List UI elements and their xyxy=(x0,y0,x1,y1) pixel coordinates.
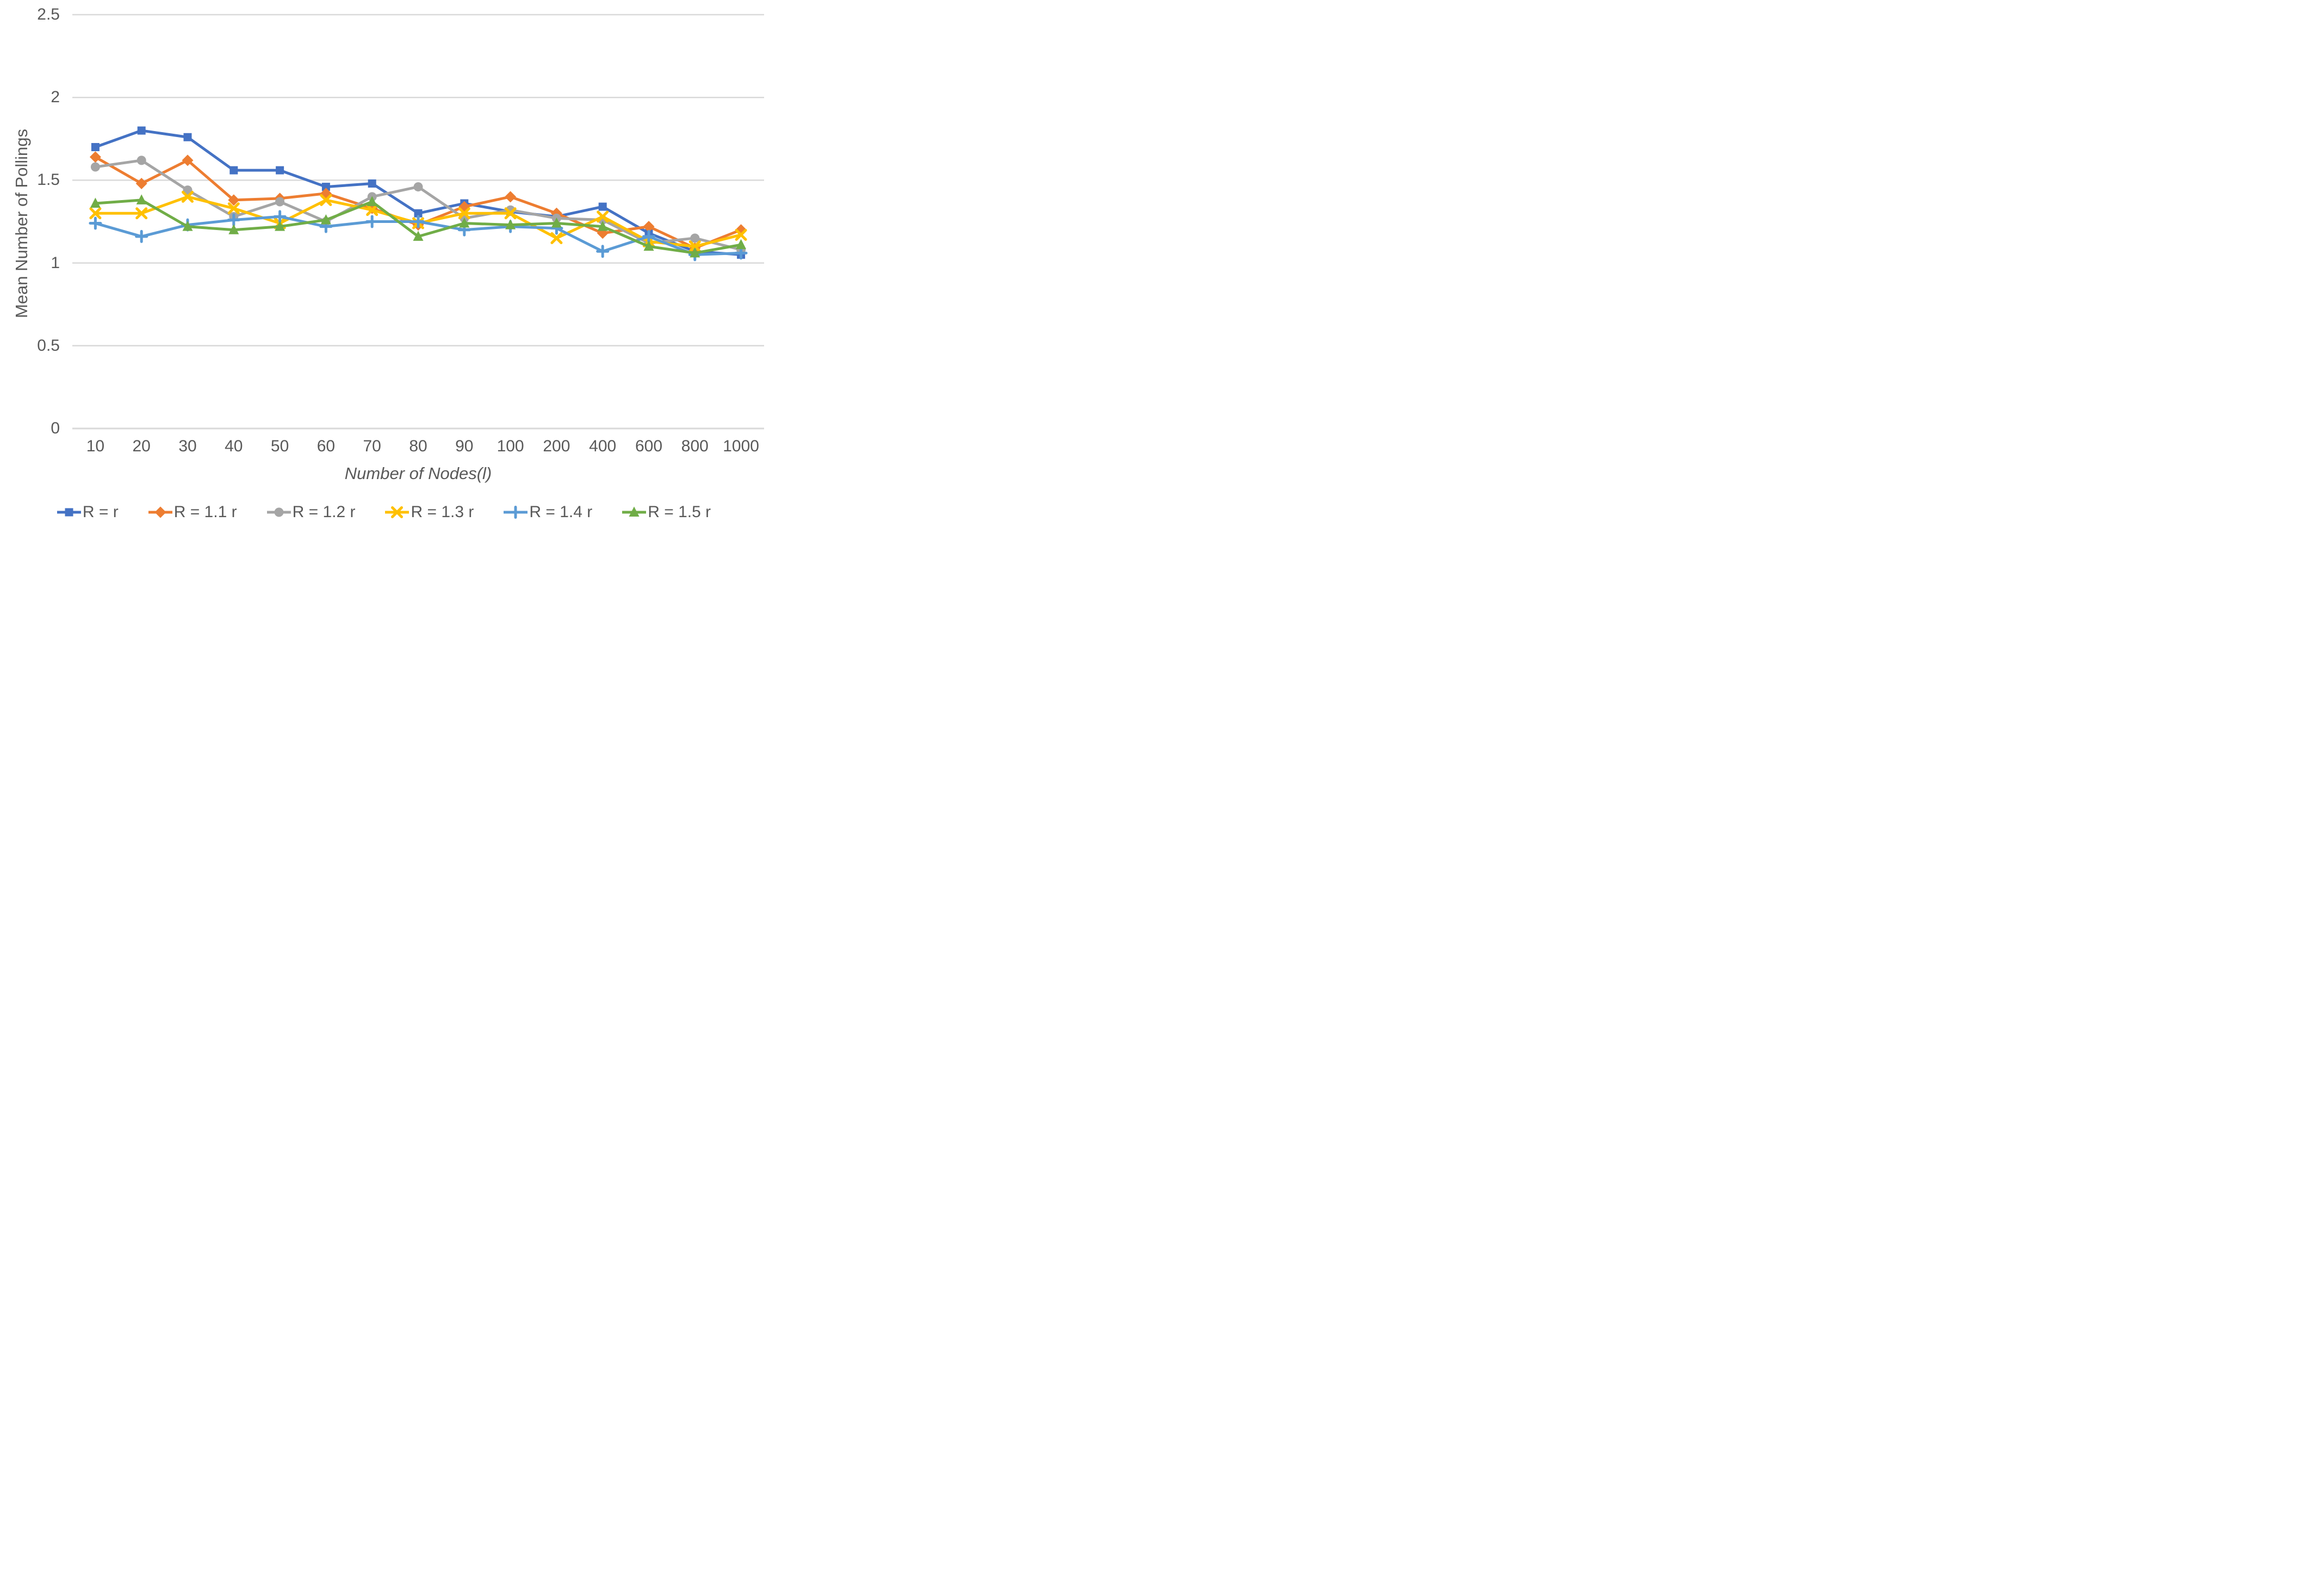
diamond-marker xyxy=(643,221,655,233)
x-tick-label: 200 xyxy=(543,437,570,455)
triangle-marker xyxy=(690,247,700,258)
legend-marker-circle xyxy=(266,507,291,517)
diamond-marker xyxy=(154,506,166,518)
triangle-marker xyxy=(367,196,377,206)
square-marker xyxy=(414,209,423,218)
x-marker xyxy=(735,228,747,241)
diamond-marker xyxy=(182,154,194,166)
triangle-marker xyxy=(597,221,608,231)
triangle-marker xyxy=(736,239,747,250)
line-chart: 0 0.5 1 1.5 2 2.5 10 20 30 40 50 60 70 80 90 100 200 400… xyxy=(0,0,767,532)
x-tick-label: 10 xyxy=(86,437,105,455)
legend: R = r R = 1.1 r R = 1.2 r R = 1.3 r R = 1.4 … xyxy=(0,503,767,521)
x-marker xyxy=(504,207,517,220)
square-marker xyxy=(137,126,146,135)
triangle-marker xyxy=(228,224,239,234)
diamond-marker xyxy=(89,151,101,163)
circle-marker xyxy=(275,197,285,207)
x-marker xyxy=(688,240,701,253)
legend-item: R = r xyxy=(57,503,119,521)
square-marker xyxy=(229,166,238,175)
square-marker xyxy=(91,143,100,152)
legend-item: R = 1.4 r xyxy=(503,503,592,521)
y-tick-label: 2 xyxy=(51,88,60,107)
y-tick-label: 0 xyxy=(51,419,60,437)
series-6 xyxy=(90,194,747,258)
legend-item: R = 1.2 r xyxy=(266,503,356,521)
x-marker xyxy=(135,207,148,220)
x-marker xyxy=(550,232,563,244)
triangle-marker xyxy=(136,194,147,204)
x-tick-label: 50 xyxy=(270,437,289,455)
square-marker xyxy=(276,166,284,175)
legend-item: R = 1.3 r xyxy=(384,503,474,521)
legend-marker-diamond xyxy=(148,506,172,518)
legend-item: R = 1.1 r xyxy=(148,503,237,521)
y-tick-label: 0.5 xyxy=(37,336,60,355)
square-marker xyxy=(65,508,73,517)
x-tick-label: 30 xyxy=(178,437,197,455)
square-marker xyxy=(183,133,192,141)
x-marker xyxy=(227,202,240,215)
x-tick-label: 60 xyxy=(317,437,336,455)
y-tick-label: 1 xyxy=(51,253,60,272)
triangle-marker xyxy=(275,221,286,231)
square-marker xyxy=(368,179,376,188)
legend-label: R = 1.4 r xyxy=(529,503,593,521)
x-axis-title: Number of Nodes(l) xyxy=(344,464,492,483)
y-axis-title: Mean Number of Pollings xyxy=(12,128,31,319)
triangle-marker xyxy=(459,218,470,228)
legend-marker-x xyxy=(385,506,409,518)
triangle-marker xyxy=(629,506,640,517)
x-tick-label: 80 xyxy=(409,437,427,455)
diamond-marker xyxy=(505,191,517,203)
x-tick-label: 70 xyxy=(363,437,381,455)
x-tick-label: 400 xyxy=(589,437,617,455)
legend-marker-square xyxy=(57,508,81,517)
legend-marker-triangle xyxy=(622,506,647,517)
triangle-marker xyxy=(551,218,562,228)
circle-marker xyxy=(136,156,146,165)
legend-label: R = r xyxy=(82,503,119,521)
diamond-marker xyxy=(135,177,147,189)
x-marker xyxy=(320,194,332,206)
legend-label: R = 1.1 r xyxy=(173,503,237,521)
legend-label: R = 1.5 r xyxy=(648,503,711,521)
circle-marker xyxy=(690,233,700,243)
x-tick-label: 20 xyxy=(132,437,151,455)
circle-marker xyxy=(183,185,193,195)
plot-area xyxy=(72,14,764,430)
y-tick-label: 1.5 xyxy=(37,171,60,189)
diamond-marker xyxy=(228,194,240,206)
x-tick-label: 40 xyxy=(225,437,243,455)
square-marker xyxy=(598,202,607,211)
x-marker xyxy=(458,207,470,220)
legend-marker-plus xyxy=(504,506,528,519)
x-tick-label: 600 xyxy=(635,437,663,455)
x-marker xyxy=(597,210,609,223)
circle-marker xyxy=(90,162,100,172)
triangle-marker xyxy=(643,240,654,251)
legend-label: R = 1.2 r xyxy=(292,503,356,521)
x-tick-label: 800 xyxy=(681,437,709,455)
circle-marker xyxy=(274,507,284,517)
square-marker xyxy=(321,183,330,191)
triangle-marker xyxy=(505,219,516,229)
triangle-marker xyxy=(413,231,424,241)
x-marker xyxy=(391,506,404,518)
x-marker xyxy=(182,190,194,203)
legend-item: R = 1.5 r xyxy=(622,503,711,521)
triangle-marker xyxy=(320,214,331,225)
y-tick-label: 2.5 xyxy=(37,5,60,23)
x-tick-label: 90 xyxy=(455,437,474,455)
triangle-marker xyxy=(182,221,193,231)
x-tick-label: 1000 xyxy=(723,437,759,455)
x-marker xyxy=(366,204,379,216)
x-tick-label: 100 xyxy=(497,437,524,455)
triangle-marker xyxy=(90,197,101,208)
x-marker xyxy=(89,207,102,220)
circle-marker xyxy=(413,182,423,192)
legend-label: R = 1.3 r xyxy=(411,503,474,521)
